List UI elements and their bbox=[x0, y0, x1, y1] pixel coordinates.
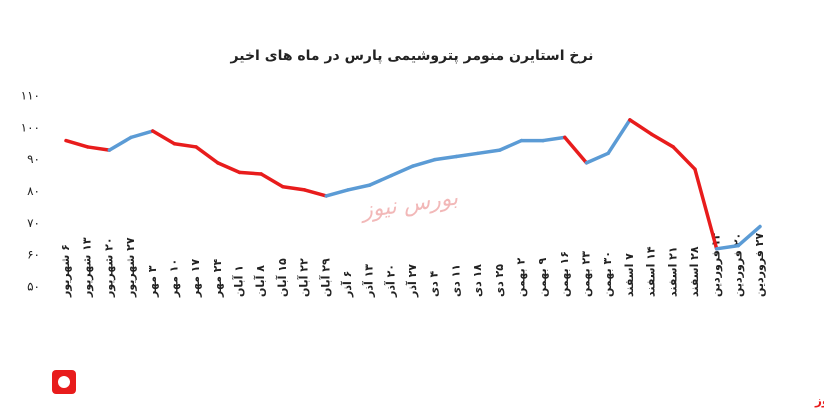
x-tick-label: ۹ بهمن bbox=[536, 258, 549, 298]
line-segment bbox=[324, 188, 350, 198]
line-segment bbox=[606, 118, 632, 156]
x-tick-label: ۲۰ آذر bbox=[383, 264, 397, 298]
line-segment bbox=[151, 129, 177, 146]
line-segment bbox=[736, 224, 762, 248]
line-segment bbox=[129, 129, 155, 140]
line-segment bbox=[172, 142, 198, 149]
line-segment bbox=[671, 145, 697, 171]
line-segment bbox=[389, 164, 415, 178]
x-tick-label: ۲۷ فروردین bbox=[753, 233, 766, 297]
line-segment bbox=[432, 154, 459, 162]
x-tick-label: ۳ مهر bbox=[146, 265, 159, 298]
x-tick-label: ۸ آبان bbox=[253, 265, 267, 297]
line-segment bbox=[649, 132, 675, 149]
line-segment bbox=[541, 135, 567, 143]
line-segment bbox=[584, 151, 610, 165]
line-segment bbox=[64, 138, 90, 149]
x-tick-label: ۲۸ اسفند bbox=[688, 246, 701, 297]
x-tick-label: ۶ شهریور bbox=[59, 244, 72, 298]
x-tick-label: ۱۰ مهر bbox=[167, 259, 180, 298]
x-tick-label: ۱۳ آذر bbox=[362, 264, 376, 298]
x-tick-label: ۲۷ آذر bbox=[405, 264, 419, 298]
line-segment bbox=[498, 138, 524, 152]
line-segment bbox=[476, 148, 502, 156]
y-tick-label: ۹۰ bbox=[27, 152, 40, 166]
x-tick-label: ۲۳ بهمن bbox=[580, 251, 593, 297]
x-tick-label: ۲۴ مهر bbox=[211, 259, 224, 298]
x-tick-label: ۶ آذر bbox=[340, 271, 354, 298]
line-segment bbox=[194, 145, 220, 165]
logo bbox=[52, 370, 76, 394]
x-tick-label: ۷ اسفند bbox=[623, 253, 636, 297]
x-tick-label: ۱۳ شهریور bbox=[81, 237, 94, 298]
line-segment bbox=[563, 135, 589, 165]
y-tick-label: ۸۰ bbox=[27, 184, 40, 198]
x-tick-label: ۴ دی bbox=[428, 270, 441, 297]
line-segment bbox=[85, 145, 112, 152]
line-segment bbox=[714, 243, 741, 251]
x-tick-label: ۱۸ دی bbox=[471, 264, 484, 297]
line-segment bbox=[302, 188, 328, 198]
line-segment bbox=[628, 118, 654, 136]
y-tick-label: ۷۰ bbox=[27, 216, 40, 230]
x-tick-label: ۲۰ فروردین bbox=[731, 233, 744, 297]
x-tick-label: ۲ بهمن bbox=[514, 258, 527, 298]
line-segment bbox=[107, 135, 133, 152]
x-tick-label: ۲۹ آبان bbox=[318, 258, 332, 297]
y-tick-label: ۶۰ bbox=[27, 248, 40, 262]
x-tick-label: ۱۷ مهر bbox=[189, 259, 202, 298]
x-tick-label: ۱۶ بهمن bbox=[558, 251, 571, 297]
x-tick-label: ۲۰ شهریور bbox=[102, 237, 115, 298]
line-segment bbox=[216, 161, 242, 175]
x-tick-label: ۲۲ آبان bbox=[297, 258, 311, 297]
line-segment bbox=[693, 167, 719, 251]
x-tick-label: ۱۱ دی bbox=[449, 264, 462, 297]
x-tick-label: ۱۵ آبان bbox=[275, 258, 289, 297]
chart-title: نرخ استایرن منومر پتروشیمی پارس در ماه ه… bbox=[230, 48, 594, 64]
x-tick-label: ۱۴ اسفند bbox=[645, 246, 658, 297]
x-tick-label: ۲۷ شهریور bbox=[124, 237, 137, 298]
line-segment bbox=[259, 172, 285, 189]
line-segment bbox=[237, 170, 263, 176]
logo-dot bbox=[58, 376, 70, 388]
x-tick-label: ۲۱ اسفند bbox=[666, 246, 679, 297]
y-tick-label: ۱۰۰ bbox=[21, 120, 40, 134]
x-tick-label: ۱ آبان bbox=[232, 265, 246, 297]
line-segment bbox=[411, 157, 437, 168]
y-tick-label: ۵۰ bbox=[27, 280, 40, 294]
x-tick-label: ۲۵ دی bbox=[493, 264, 506, 297]
line-segment bbox=[454, 151, 480, 159]
x-tick-label: ۳۰ بهمن bbox=[601, 251, 614, 297]
line-segment bbox=[367, 173, 394, 187]
y-tick-label: ۱۱۰ bbox=[21, 89, 40, 103]
line-segment bbox=[346, 183, 372, 192]
source: بورس نیوز bbox=[814, 394, 824, 409]
line-segment bbox=[281, 184, 307, 192]
